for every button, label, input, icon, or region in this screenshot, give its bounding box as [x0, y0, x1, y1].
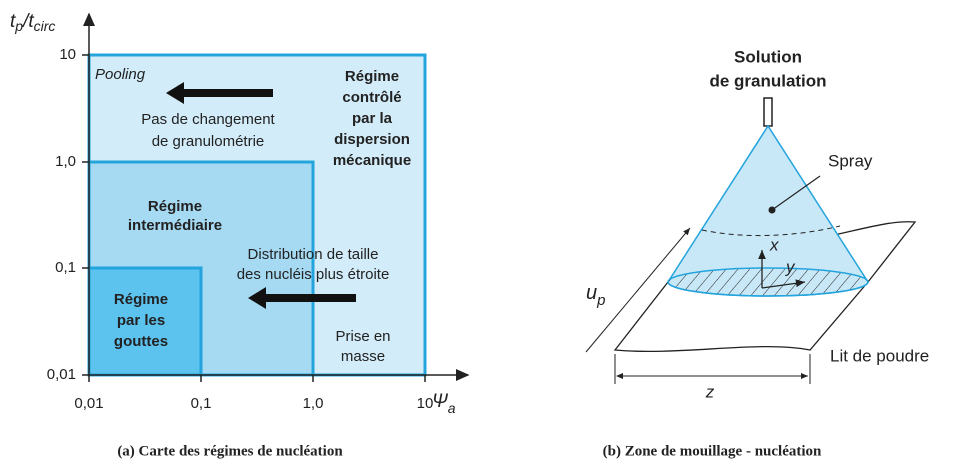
region-label: de granulométrie: [152, 133, 265, 150]
region-label: Régime: [345, 68, 399, 85]
pooling-label: Pooling: [95, 66, 146, 83]
x-tick-label: 1,0: [303, 395, 324, 412]
bed-label: Lit de poudre: [830, 346, 929, 365]
arrow-head: [248, 287, 266, 309]
axis-y: [761, 279, 806, 289]
region-label: mécanique: [333, 152, 411, 169]
spray-label: Spray: [828, 151, 873, 170]
caption: (b) Zone de mouillage - nucléation: [603, 443, 822, 459]
region-label: par les: [117, 312, 165, 329]
leader: [771, 175, 821, 211]
region-label: Prise en: [335, 328, 390, 345]
ticks: [82, 54, 426, 382]
x-axis-label: Ψa: [432, 391, 456, 416]
region-label: des nucléis plus étroite: [237, 266, 390, 283]
region-label: Régime: [114, 291, 168, 308]
width-label: z: [705, 382, 715, 401]
region-label: gouttes: [114, 333, 168, 350]
y-tick-label: 0,1: [55, 259, 76, 276]
axis-x-label: x: [769, 235, 779, 254]
x-tick-label: 0,01: [74, 395, 103, 412]
x-tick-label: 0,1: [191, 395, 212, 412]
y-tick-label: 0,01: [47, 366, 76, 383]
region-label: contrôlé: [342, 89, 401, 106]
solution-label: de granulation: [709, 71, 826, 90]
region-label: intermédiaire: [128, 217, 222, 234]
region-label: Pas de changement: [141, 111, 275, 128]
velocity-arrow: [585, 227, 691, 353]
y-axis-label: tp/tcirc: [10, 11, 55, 34]
y-tick-label: 10: [59, 46, 76, 63]
nozzle: [763, 97, 773, 127]
y-tick-label: 1,0: [55, 153, 76, 170]
caption: (a) Carte des régimes de nucléation: [117, 443, 343, 459]
region-label: masse: [341, 348, 385, 365]
region-label: par la: [352, 110, 393, 127]
x-tick-label: 10: [417, 395, 434, 412]
solution-label: Solution: [734, 47, 802, 66]
region-label: dispersion: [334, 131, 410, 148]
wetted-zone: [667, 267, 869, 297]
axis-y-label: y: [785, 257, 796, 276]
bed-edge: [701, 225, 841, 237]
arrow-head: [166, 82, 184, 104]
region-label: Distribution de taille: [248, 246, 379, 263]
region-label: Régime: [148, 198, 202, 215]
velocity-label: up: [586, 282, 605, 309]
